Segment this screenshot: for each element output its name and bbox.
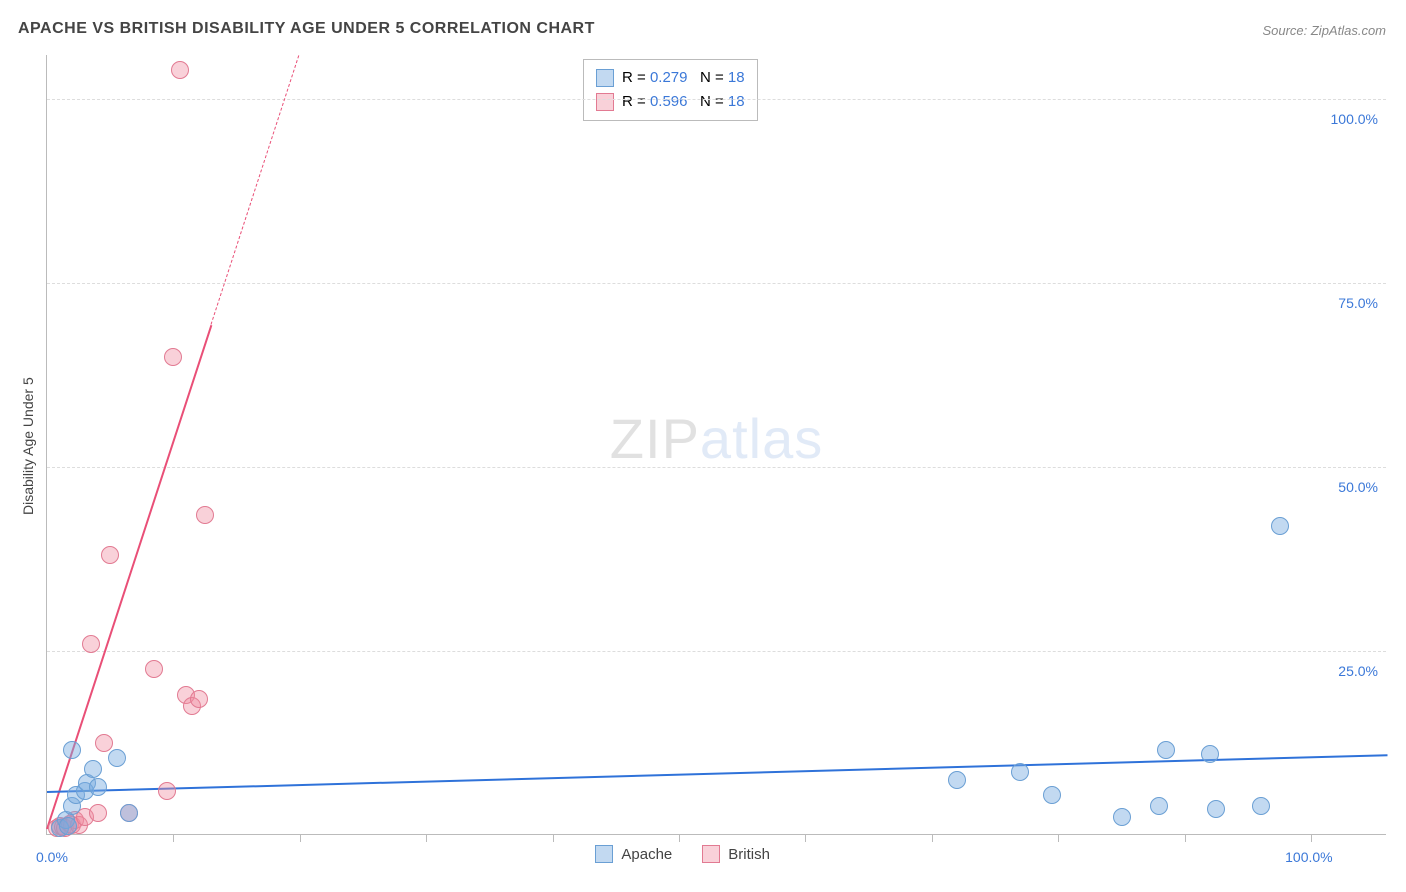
apache-point (1201, 745, 1219, 763)
apache-point (120, 804, 138, 822)
apache-point (59, 817, 77, 835)
trend-line (47, 754, 1387, 793)
trend-line (211, 55, 300, 324)
british-point (171, 61, 189, 79)
apache-point (1150, 797, 1168, 815)
apache-point (1011, 763, 1029, 781)
legend-row: R = 0.596 N = 18 (596, 90, 745, 114)
legend-text: R = 0.279 N = 18 (622, 66, 745, 90)
legend-swatch (596, 93, 614, 111)
british-point (101, 546, 119, 564)
legend-item: Apache (595, 845, 672, 863)
x-tick (1311, 835, 1312, 842)
british-point (190, 690, 208, 708)
legend-text: R = 0.596 N = 18 (622, 90, 745, 114)
legend-correlation: R = 0.279 N = 18R = 0.596 N = 18 (583, 59, 758, 121)
apache-point (1043, 786, 1061, 804)
british-point (158, 782, 176, 800)
legend-label: Apache (621, 846, 672, 863)
y-tick-label: 25.0% (1338, 663, 1378, 679)
source-label: Source: ZipAtlas.com (1262, 23, 1386, 38)
x-tick (1058, 835, 1059, 842)
apache-point (108, 749, 126, 767)
x-tick (426, 835, 427, 842)
watermark-zip: ZIP (610, 407, 700, 470)
apache-point (1207, 800, 1225, 818)
gridline (47, 651, 1386, 652)
british-point (82, 635, 100, 653)
gridline (47, 467, 1386, 468)
y-tick-label: 75.0% (1338, 295, 1378, 311)
british-point (95, 734, 113, 752)
apache-point (948, 771, 966, 789)
legend-row: R = 0.279 N = 18 (596, 66, 745, 90)
apache-point (84, 760, 102, 778)
apache-point (1113, 808, 1131, 826)
british-point (145, 660, 163, 678)
legend-item: British (702, 845, 770, 863)
scatter-plot: ZIPatlas R = 0.279 N = 18R = 0.596 N = 1… (46, 55, 1386, 835)
gridline (47, 99, 1386, 100)
apache-point (63, 741, 81, 759)
x-tick (805, 835, 806, 842)
x-tick (553, 835, 554, 842)
chart-title: APACHE VS BRITISH DISABILITY AGE UNDER 5… (18, 20, 595, 38)
gridline (47, 283, 1386, 284)
legend-swatch (596, 69, 614, 87)
legend-swatch (702, 845, 720, 863)
y-axis-label: Disability Age Under 5 (20, 377, 36, 515)
apache-point (1271, 517, 1289, 535)
british-point (164, 348, 182, 366)
x-tick (300, 835, 301, 842)
x-axis-label-right: 100.0% (1285, 849, 1332, 865)
x-tick (1185, 835, 1186, 842)
watermark: ZIPatlas (610, 406, 823, 471)
apache-point (1252, 797, 1270, 815)
y-tick-label: 100.0% (1331, 111, 1378, 127)
y-tick-label: 50.0% (1338, 479, 1378, 495)
watermark-atlas: atlas (700, 407, 823, 470)
x-tick (932, 835, 933, 842)
legend-series: Apache British (595, 845, 770, 863)
apache-point (1157, 741, 1175, 759)
legend-swatch (595, 845, 613, 863)
x-axis-label-left: 0.0% (36, 849, 68, 865)
x-tick (679, 835, 680, 842)
legend-label: British (728, 846, 770, 863)
british-point (89, 804, 107, 822)
x-tick (173, 835, 174, 842)
apache-point (89, 778, 107, 796)
british-point (196, 506, 214, 524)
